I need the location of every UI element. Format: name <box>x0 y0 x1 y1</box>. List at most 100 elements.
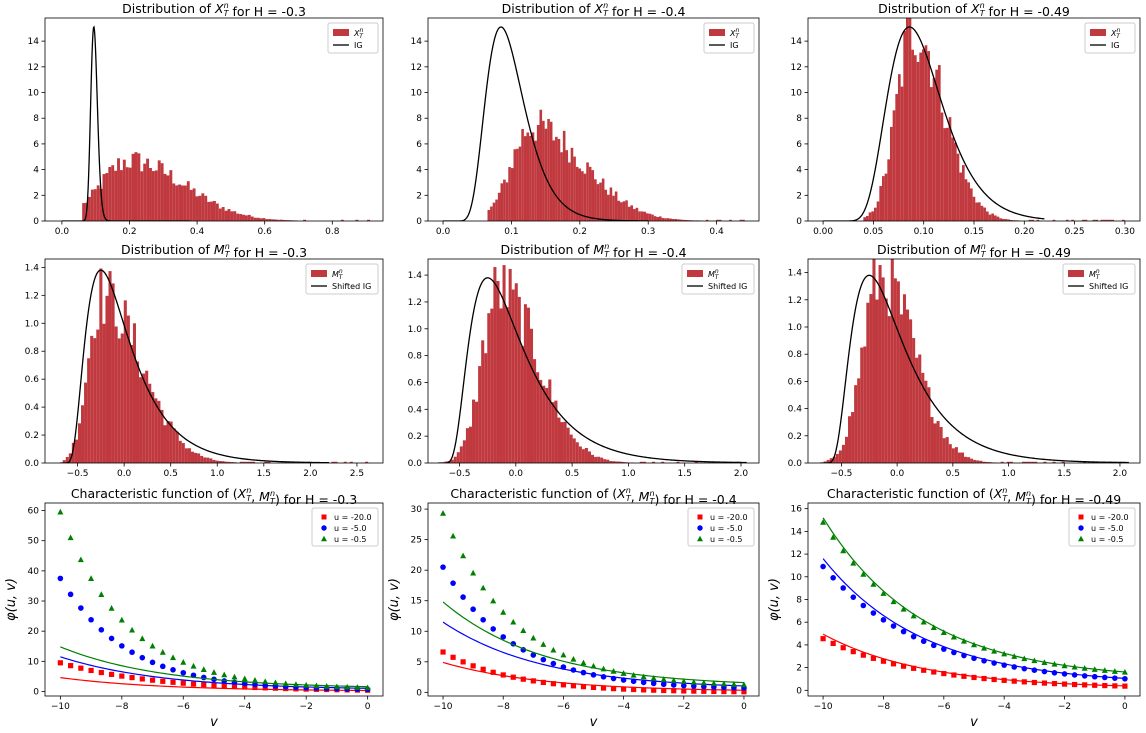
data-point <box>231 679 238 686</box>
hist-bar <box>620 202 623 221</box>
hist-bar <box>895 93 898 221</box>
hist-bar <box>186 181 190 221</box>
hist-bar <box>857 378 861 463</box>
data-point <box>720 680 727 687</box>
data-point <box>670 677 677 683</box>
hist-bar <box>1001 218 1005 221</box>
y-tick-label: 2 <box>796 191 802 201</box>
hist-bar <box>132 323 136 463</box>
legend-label: u = -0.5 <box>1091 535 1123 544</box>
data-point <box>1101 674 1108 681</box>
y-tick-label: 8 <box>796 114 802 124</box>
data-point <box>840 547 847 554</box>
hist-bar <box>493 267 497 463</box>
hist-bar <box>367 219 370 221</box>
hist-bar <box>129 345 133 463</box>
x-tick-label: 1.0 <box>210 469 225 479</box>
hist-bar <box>572 438 576 463</box>
data-point <box>68 663 74 669</box>
hist-bar <box>597 456 601 463</box>
data-point <box>221 678 228 684</box>
hist-bar <box>252 461 256 463</box>
hist-bar <box>646 213 649 221</box>
hist-bar <box>160 409 164 463</box>
data-point <box>480 616 486 623</box>
hist-bar <box>123 300 127 463</box>
data-point <box>1082 682 1088 688</box>
y-tick-label: 0.6 <box>788 377 803 387</box>
data-point <box>88 667 94 674</box>
hist-bar <box>513 149 517 221</box>
hist-bar <box>227 461 231 463</box>
chart-panel-4: Distribution of Mn T for H = -0.4 Mn TShift… <box>408 242 760 479</box>
hist-bar <box>967 182 970 221</box>
legend: u = -20.0 u = -5.0 u = -0.5 <box>1068 507 1136 547</box>
hist-bar <box>128 167 132 221</box>
data-point <box>950 633 957 640</box>
data-point <box>590 672 597 678</box>
data-point <box>1051 681 1058 687</box>
hist-bar <box>204 195 208 221</box>
data-point <box>108 671 115 677</box>
hist-bar <box>539 379 543 463</box>
hist-bar <box>102 323 106 463</box>
y-tick-label: 14 <box>791 37 803 47</box>
hist-bar <box>516 148 519 221</box>
hist-bar <box>218 208 222 221</box>
data-point <box>710 680 717 686</box>
data-point <box>661 687 667 694</box>
y-tick-label: 2 <box>416 191 422 201</box>
hist-bar <box>154 398 158 463</box>
data-point <box>1041 680 1048 686</box>
hist-bar <box>606 459 610 463</box>
legend-swatch-hist <box>1068 270 1084 277</box>
data-point <box>57 575 64 582</box>
hist-bar <box>897 74 901 221</box>
x-tick-label: −0.5 <box>449 469 471 479</box>
legend: Xn TIG <box>703 22 755 54</box>
data-point <box>490 597 497 604</box>
hist-bar <box>187 448 191 463</box>
data-point <box>354 684 361 690</box>
hist-bar <box>1028 461 1032 463</box>
hist-bar <box>1052 219 1056 221</box>
hist-bar <box>96 185 100 221</box>
hist-bar <box>948 444 952 463</box>
x-tick-label: 0.0 <box>55 227 70 237</box>
legend-label-curve: IG <box>730 41 739 50</box>
data-point <box>971 655 977 662</box>
x-tick-label: −4 <box>238 702 252 712</box>
y-tick-label: 8 <box>416 114 422 124</box>
data-point <box>640 679 647 686</box>
y-tick-label: 0.0 <box>25 459 40 469</box>
chart-panel-7: Characteristic function of (Xn T, Mn T) fo… <box>387 486 760 730</box>
data-point <box>920 638 927 645</box>
data-point <box>292 681 299 687</box>
x-tick-label: 0.4 <box>190 227 205 237</box>
hist-bar <box>542 385 546 463</box>
hist-bar <box>184 448 188 463</box>
hist-bar <box>183 185 187 221</box>
hist-bar <box>481 340 485 463</box>
hist-bar <box>879 186 882 221</box>
data-point <box>590 662 597 669</box>
hist-bar <box>500 183 504 221</box>
x-tick-label: 0.0 <box>117 469 132 479</box>
chart-title: Distribution of Xn T for H = -0.49 <box>878 1 1070 19</box>
hist-bar <box>148 383 152 463</box>
hist-bar <box>1036 219 1040 221</box>
data-point <box>590 684 597 690</box>
hist-bar <box>1043 461 1047 463</box>
hist-bar <box>960 452 965 463</box>
hist-bar <box>108 167 112 221</box>
hist-bar <box>961 165 965 221</box>
hist-bar <box>635 207 639 221</box>
hist-bar <box>945 437 949 463</box>
hist-bar <box>221 207 225 221</box>
hist-bar <box>964 456 968 463</box>
data-point <box>1061 681 1068 687</box>
data-point <box>470 663 476 669</box>
data-point <box>139 635 146 642</box>
hist-bar <box>1007 219 1010 221</box>
